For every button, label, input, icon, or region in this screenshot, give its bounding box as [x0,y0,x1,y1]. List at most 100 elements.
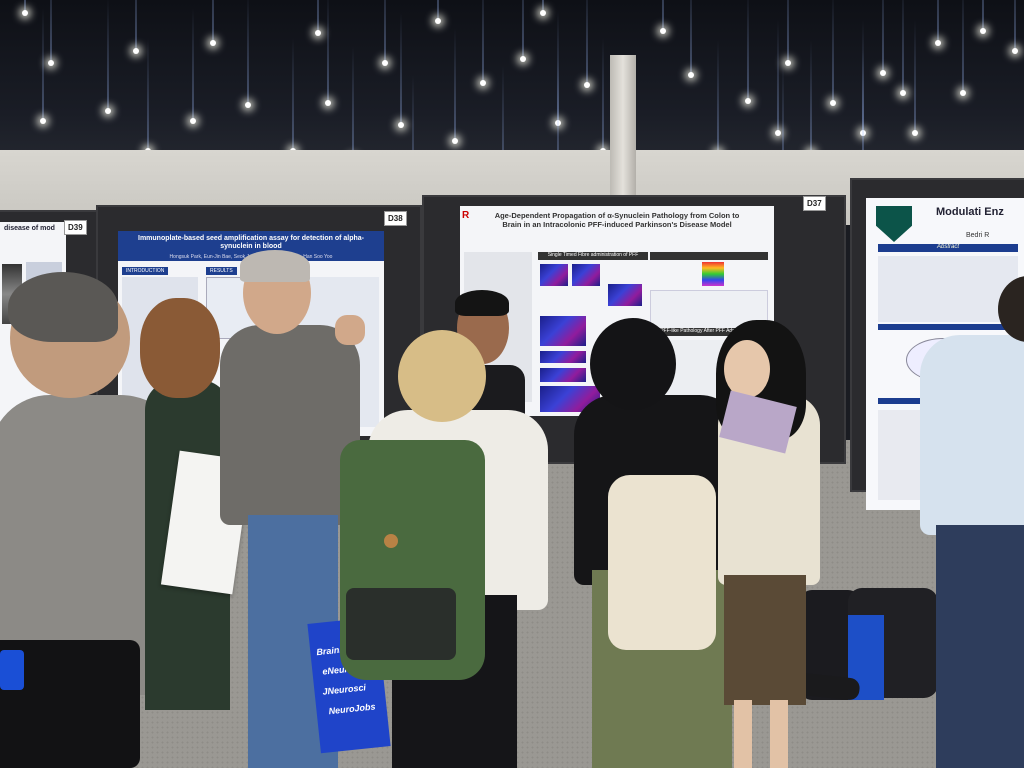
light-beam [107,0,109,113]
light-beam [412,75,414,190]
poster-center-panel-a-heading: Single Timed Fibre administration of PFF [538,252,648,260]
poster-left-title: disease of mod [4,225,55,232]
light-beam [502,65,504,180]
water-bottle [0,650,24,690]
light-beam [135,0,137,53]
light-beam [454,28,456,143]
poster-right-author: Bedri R [966,232,990,239]
light-beam [937,0,939,45]
ceiling-light [398,122,404,128]
grey-sweater [220,325,360,525]
light-beam [42,8,44,123]
poster-center-left-results-heading: RESULTS [206,267,237,275]
brown-skirt [724,575,806,705]
attendee-hair [8,272,118,342]
ceiling-light [40,118,46,124]
light-beam [147,38,149,153]
poster-center-panel-heading [650,252,768,260]
light-beam [557,60,559,175]
backpack-button-icon [384,534,398,548]
ceiling-light [435,18,441,24]
light-beam [384,0,386,65]
booth-number-d37: D37 [803,196,826,211]
ceiling-light [960,90,966,96]
ceiling-light [480,80,486,86]
tote-text-line: JNeurosci [322,682,367,697]
ceiling-light [745,98,751,104]
university-shield-icon [876,206,912,242]
light-beam [327,0,329,105]
attendee-hair [590,318,676,410]
poster-right-title: Modulati Enz [936,206,1004,218]
attendee-hair [455,290,509,316]
light-beam [832,0,834,105]
poster-center-title: Age-Dependent Propagation of α-Synuclein… [494,211,740,229]
ceiling-light [900,90,906,96]
ceiling-light [1012,48,1018,54]
light-beam [914,20,916,135]
light-beam [777,20,779,135]
light-beam [662,0,664,33]
ceiling-light [880,70,886,76]
ceiling-light [980,28,986,34]
light-beam [400,12,402,127]
light-beam [902,0,904,95]
booth-number-d38: D38 [384,211,407,226]
ceiling-light [785,60,791,66]
light-beam [212,0,214,45]
booth-number-d39: D39 [64,220,87,235]
ceiling-light [325,100,331,106]
light-beam [292,38,294,153]
light-blue-shirt [920,335,1024,535]
light-beam [862,20,864,135]
light-beam [542,0,544,15]
ceiling-light [775,130,781,136]
light-beam [962,0,964,95]
light-beam [247,0,249,107]
ceiling-light [48,60,54,66]
microscopy-image [608,284,642,306]
poster-right-section-bar [878,324,1018,330]
light-beam [602,38,604,153]
ceiling-light [382,60,388,66]
ceiling-light [210,40,216,46]
ceiling-light [660,28,666,34]
leg [770,700,788,768]
ceiling-light [245,102,251,108]
ceiling-light [540,10,546,16]
light-beam [717,40,719,155]
ceiling-light [912,130,918,136]
light-beam [982,0,984,33]
light-beam [24,0,26,15]
light-beam [782,65,784,180]
light-beam [810,40,812,155]
attendee-hair [240,250,310,282]
backpack-front-pocket [346,588,456,660]
microscopy-image [540,316,586,346]
ceiling-light [22,10,28,16]
light-beam [50,0,52,65]
light-beam [192,8,194,123]
light-beam [586,0,588,87]
navy-pants [936,525,1024,768]
poster-center-left-title: Immunoplate-based seed amplification ass… [138,235,364,251]
poster-center-left-intro-heading: INTRODUCTION [122,267,169,275]
heatmap-figure [702,262,724,286]
light-beam [882,0,884,75]
light-beam [557,10,559,125]
support-pillar [610,55,636,195]
light-beam [1014,0,1016,53]
light-beam [747,0,749,103]
microscopy-image [540,264,568,286]
poster-right-abstract-heading: Abstract [878,244,1018,252]
light-beam [787,0,789,65]
microscopy-image [572,264,600,286]
microscopy-image [540,368,586,382]
ceiling-light [830,100,836,106]
attendee-hair [140,298,220,398]
poster-right-abstract-text [878,256,1018,322]
ceiling-light [520,56,526,62]
light-beam [482,0,484,85]
microscopy-image [540,351,586,363]
